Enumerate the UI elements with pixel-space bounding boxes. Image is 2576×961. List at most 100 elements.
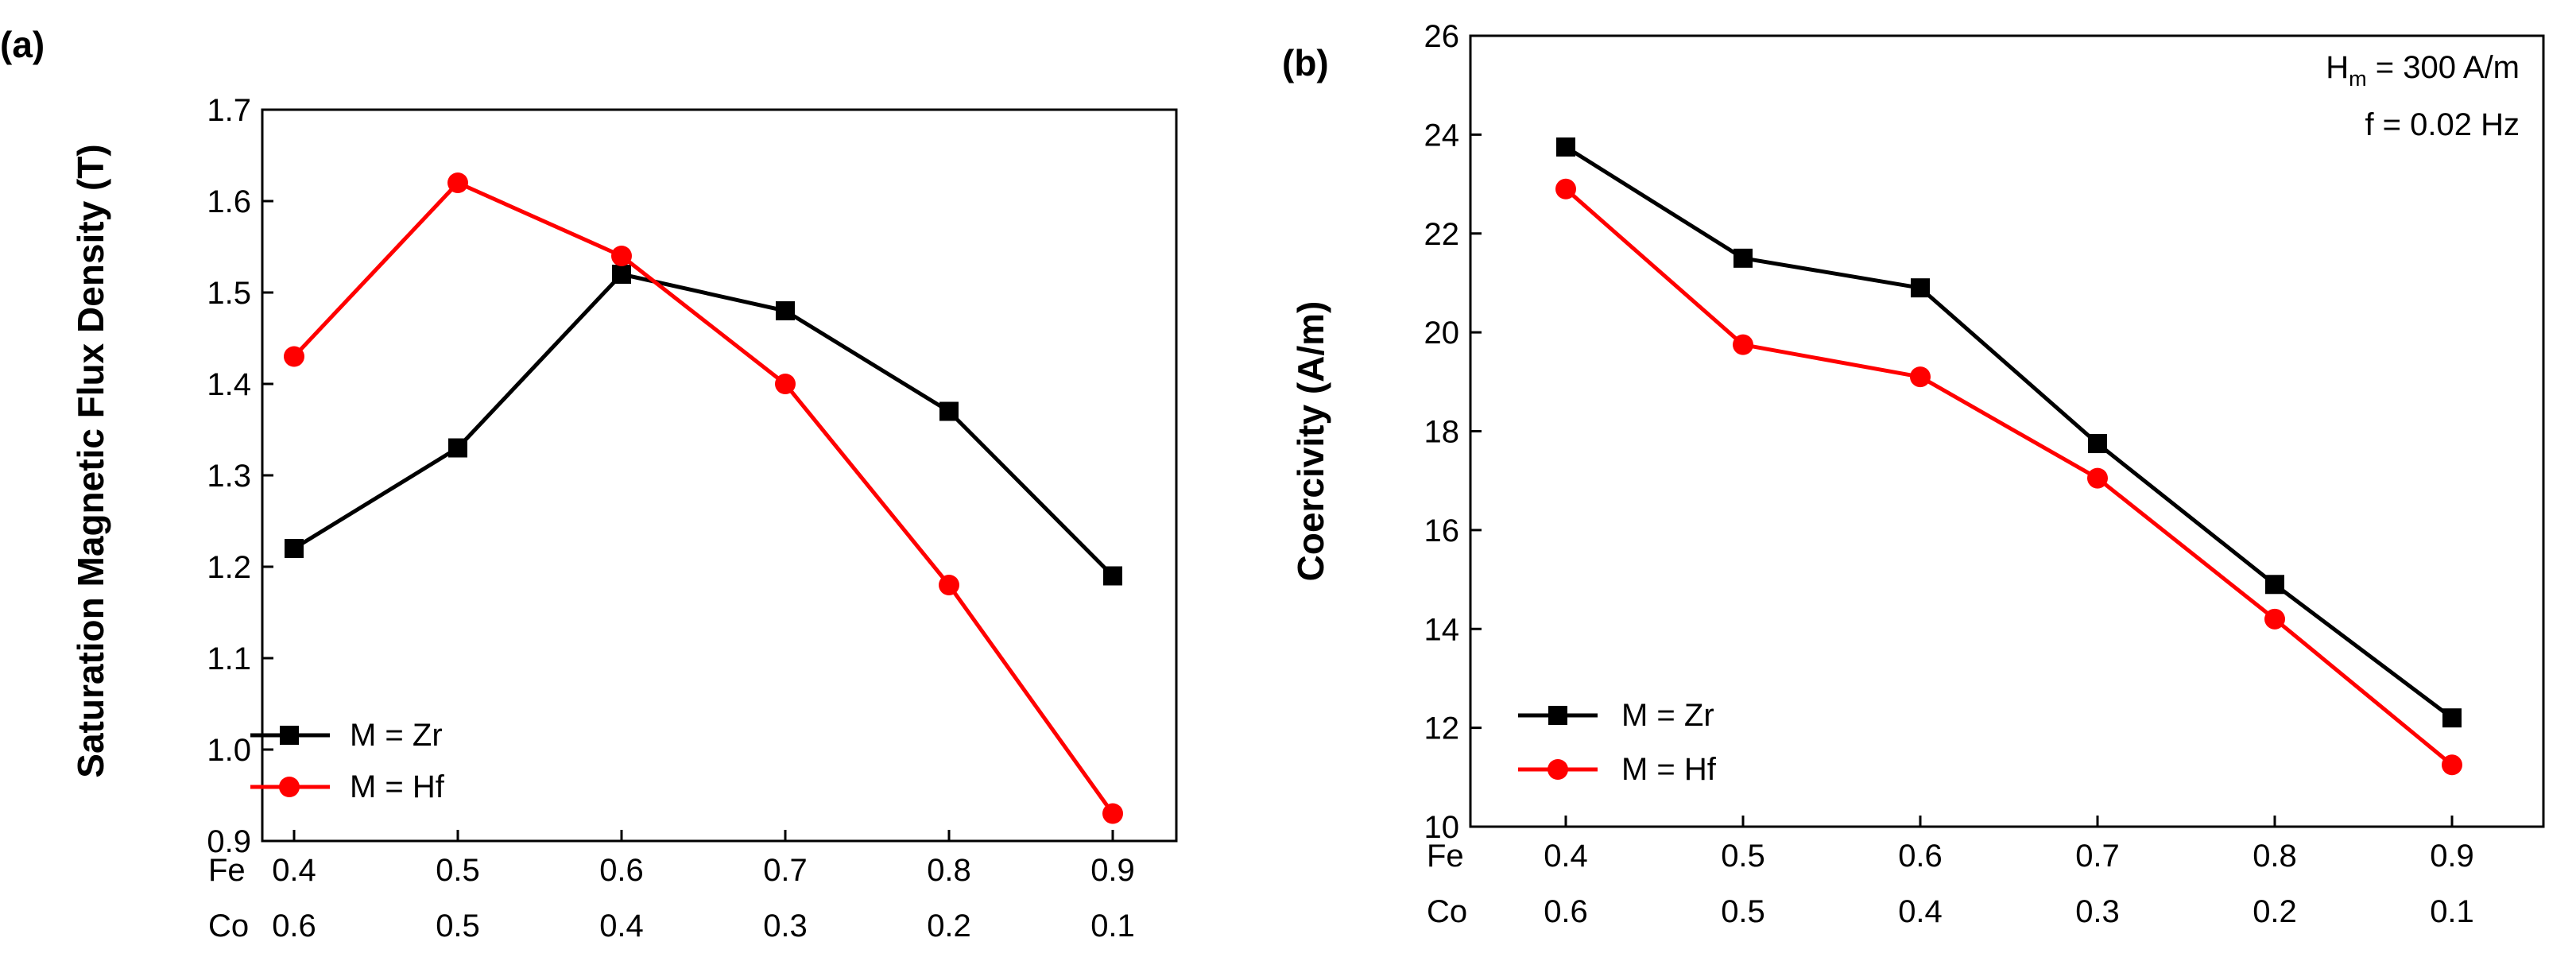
series-layer [284,172,1123,824]
annotation-frequency: f = 0.02 Hz [2365,107,2520,142]
data-point-zr [2265,575,2284,595]
legend-label-zr: M = Zr [1621,698,1714,733]
x-tick-label-co: 0.3 [2075,894,2120,929]
x-tick-label-co: 0.3 [763,909,808,944]
data-point-zr [1103,566,1122,586]
data-point-zr [285,539,304,558]
data-point-zr [776,301,795,320]
x-tick-label-co: 0.2 [927,909,971,944]
data-point-hf [939,575,959,595]
legend: M = Zr M = Hf [1518,698,1717,787]
data-point-zr [2442,708,2462,728]
annotations: Hm = 300 A/m f = 0.02 Hz [2326,50,2520,142]
x-tick-label-fe: 0.9 [2430,839,2474,874]
data-point-hf [284,346,304,367]
x-row1-label: Fe [1427,839,1464,874]
data-point-zr [448,438,467,458]
y-axis-title: Saturation Magnetic Flux Density (T) [70,144,111,777]
x-tick-label-co: 0.6 [1544,894,1588,929]
x-tick-label-fe: 0.7 [763,853,808,888]
panel-b: (b) Coercivity (A/m) 101214161820222426 … [1282,19,2545,929]
x-tick-label-fe: 0.6 [599,853,644,888]
y-tick-label: 26 [1424,19,1460,54]
x-tick-label-fe: 0.4 [1544,839,1588,874]
data-point-hf [1555,178,1576,200]
data-point-hf [1733,334,1753,355]
data-point-zr [939,401,959,421]
x-tick-label-co: 0.4 [1898,894,1943,929]
annotation-field-value: = 300 A/m [2367,50,2520,85]
data-point-hf [2087,467,2108,489]
legend-marker-zr [1548,706,1567,725]
legend: M = Zr M = Hf [250,718,445,804]
annotation-field-base: H [2326,50,2349,85]
y-tick-label: 1.2 [207,550,251,585]
y-tick-label: 1.3 [207,459,251,494]
legend-marker-hf [279,777,300,797]
x-tick-label-fe: 0.5 [1721,839,1765,874]
y-tick-label: 1.0 [207,733,251,768]
data-point-hf [447,172,468,193]
series-layer [1555,137,2462,776]
series-line-zr [1564,145,2454,720]
legend-marker-hf [1548,759,1568,780]
y-ticks: 10 12 14 16 18 20 22 24 26 [1424,19,1482,845]
y-tick-label: 0.9 [207,824,251,859]
annotation-field-sub: m [2349,67,2367,91]
x-tick-label-co: 0.1 [2430,894,2474,929]
data-point-zr [1911,278,1930,298]
series-line-hf [1564,187,2454,767]
y-tick-label: 20 [1424,316,1460,351]
data-point-hf [2442,754,2462,776]
y-tick-label: 18 [1424,415,1460,450]
y-tick-label: 1.1 [207,641,251,676]
x-tick-label-co: 0.6 [272,909,316,944]
series-line-zr [292,272,1114,578]
series-line-hf [292,180,1115,815]
x-tick-label-fe: 0.5 [436,853,480,888]
y-tick-label: 1.4 [207,367,251,402]
data-point-zr [1556,137,1575,157]
x-tick-label-fe: 0.8 [2253,839,2297,874]
y-tick-label: 24 [1424,118,1460,153]
legend-label-zr: M = Zr [350,718,443,753]
legend-label-hf: M = Hf [1621,752,1717,787]
x-tick-label-fe: 0.8 [927,853,971,888]
x-ticks: 0.4 0.6 0.5 0.5 0.6 0.4 0.7 0.3 0.8 0.2 0.9 0.1 [272,830,1135,944]
y-tick-label: 1.5 [207,276,251,311]
y-tick-label: 1.7 [207,93,251,128]
x-row1-label: Fe [208,853,246,888]
y-tick-label: 14 [1424,612,1460,647]
data-point-zr [1733,248,1753,268]
x-tick-label-co: 0.2 [2253,894,2297,929]
panel-label: (b) [1282,42,1329,83]
data-point-hf [775,374,796,394]
legend-marker-zr [280,726,299,745]
x-tick-label-fe: 0.6 [1898,839,1943,874]
x-tick-label-co: 0.5 [1721,894,1765,929]
panel-label: (a) [0,24,45,65]
x-ticks: 0.4 0.6 0.5 0.5 0.6 0.4 0.7 0.3 0.8 0.2 0.9 0.1 [1544,816,2474,929]
x-tick-label-co: 0.4 [599,909,644,944]
x-tick-label-co: 0.5 [436,909,480,944]
data-point-hf [2264,608,2285,630]
y-tick-label: 12 [1424,711,1460,746]
y-tick-label: 22 [1424,217,1460,252]
y-ticks: 0.9 1.0 1.1 1.2 1.3 1.4 1.5 1.6 1.7 [207,93,273,859]
panel-a: (a) Saturation Magnetic Flux Density (T)… [0,24,1178,944]
y-tick-label: 1.6 [207,184,251,219]
x-tick-label-co: 0.1 [1090,909,1135,944]
legend-label-hf: M = Hf [350,769,445,804]
data-point-hf [611,246,632,266]
x-tick-label-fe: 0.7 [2075,839,2120,874]
data-point-hf [1102,803,1123,824]
y-tick-label: 16 [1424,513,1460,548]
x-row2-label: Co [208,909,249,944]
x-row2-label: Co [1427,894,1467,929]
data-point-zr [612,265,631,284]
y-tick-label: 10 [1424,810,1460,845]
annotation-field: Hm = 300 A/m [2326,50,2520,91]
data-point-zr [2088,434,2107,454]
data-point-hf [1910,366,1931,388]
